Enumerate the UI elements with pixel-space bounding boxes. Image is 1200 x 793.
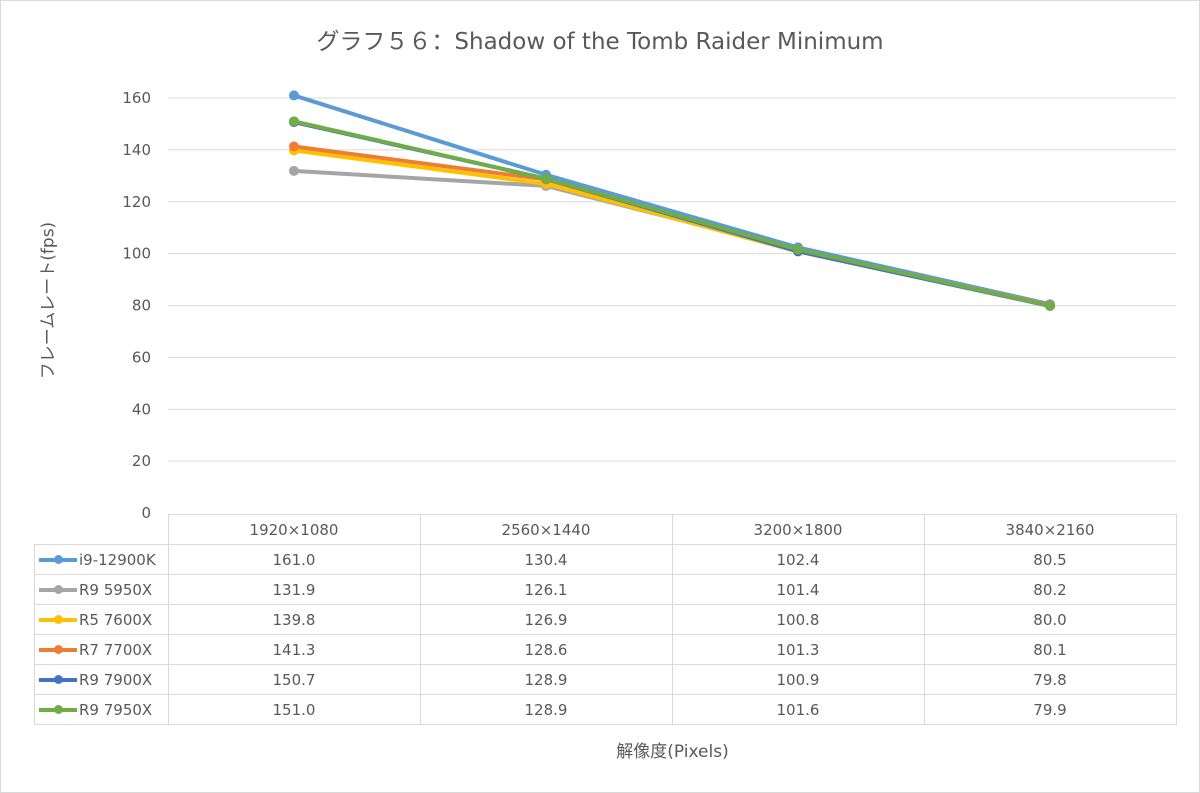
gridlines: [168, 97, 1176, 462]
category-header: 1920×1080: [167, 514, 421, 545]
y-tick-label: 20: [132, 452, 151, 470]
category-header: 3840×2160: [923, 514, 1177, 545]
table-cell: 128.9: [419, 664, 673, 695]
chart-title: グラフ５６：Shadow of the Tomb Raider Minimum: [316, 29, 884, 55]
legend-entry: R7 7700X: [34, 634, 169, 665]
series-i9-12900k: [289, 90, 1055, 310]
table-cell: 151.0: [167, 694, 421, 725]
legend-entry: R9 7900X: [34, 664, 169, 695]
data-point: [541, 173, 551, 184]
data-table-corner: [34, 514, 169, 545]
category-header: 3200×1800: [671, 514, 925, 545]
legend-label: R9 7900X: [79, 670, 153, 689]
y-tick-label: 120: [122, 193, 151, 211]
table-cell: 79.8: [923, 664, 1177, 695]
y-tick-label: 60: [132, 348, 151, 366]
legend-key: [39, 675, 77, 685]
legend-key: [39, 705, 77, 715]
y-tick-label: 100: [122, 245, 151, 263]
table-row: R9 7900X 150.7 128.9 100.9 79.8: [34, 664, 1177, 695]
y-tick-label: 0: [141, 504, 151, 522]
legend-label: R5 7600X: [79, 610, 153, 629]
table-row: R9 7950X 151.0 128.9 101.6 79.9: [34, 694, 1177, 725]
table-cell: 101.6: [671, 694, 925, 725]
series-r5-7600x: [289, 145, 1055, 311]
table-cell: 80.0: [923, 604, 1177, 635]
data-point: [289, 90, 299, 101]
data-point: [793, 244, 803, 255]
table-row: R7 7700X 141.3 128.6 101.3 80.1: [34, 634, 1177, 665]
table-cell: 128.6: [419, 634, 673, 665]
table-cell: 80.1: [923, 634, 1177, 665]
table-cell: 139.8: [167, 604, 421, 635]
series-lines: [289, 90, 1055, 312]
table-cell: 126.9: [419, 604, 673, 635]
table-cell: 100.8: [671, 604, 925, 635]
table-cell: 150.7: [167, 664, 421, 695]
legend-label: i9-12900K: [79, 550, 156, 569]
table-cell: 161.0: [167, 544, 421, 575]
legend-key: [39, 615, 77, 625]
series-line: [293, 119, 1051, 308]
table-cell: 80.5: [923, 544, 1177, 575]
table-cell: 101.3: [671, 634, 925, 665]
table-cell: 102.4: [671, 544, 925, 575]
table-cell: 141.3: [167, 634, 421, 665]
y-tick-label: 160: [122, 89, 151, 107]
legend-key: [39, 585, 77, 595]
legend-key: [39, 645, 77, 655]
legend-entry: R9 7950X: [34, 694, 169, 725]
series-line: [293, 168, 1051, 307]
table-row: R9 5950X 131.9 126.1 101.4 80.2: [34, 574, 1177, 605]
y-tick-label: 140: [122, 141, 151, 159]
table-cell: 101.4: [671, 574, 925, 605]
table-cell: 80.2: [923, 574, 1177, 605]
y-tick-labels: 0 20 40 60 80 100 120 140 160: [122, 89, 151, 522]
table-cell: 100.9: [671, 664, 925, 695]
y-tick-label: 40: [132, 400, 151, 418]
table-cell: 126.1: [419, 574, 673, 605]
legend-key: [39, 555, 77, 565]
table-cell: 131.9: [167, 574, 421, 605]
table-cell: 128.9: [419, 694, 673, 725]
series-line: [293, 93, 1051, 307]
data-table-body: i9-12900K 161.0 130.4 102.4 80.5 R9 5950X 131.…: [34, 544, 1177, 725]
table-cell: 79.9: [923, 694, 1177, 725]
legend-label: R9 7950X: [79, 700, 153, 719]
legend-entry: R5 7600X: [34, 604, 169, 635]
legend-label: R9 5950X: [79, 580, 153, 599]
data-point: [289, 116, 299, 127]
legend-label: R7 7700X: [79, 640, 153, 659]
data-point: [1045, 300, 1055, 311]
legend-entry: R9 5950X: [34, 574, 169, 605]
data-point: [289, 165, 299, 176]
category-header: 2560×1440: [419, 514, 673, 545]
data-table: 1920×1080 2560×1440 3200×1800 3840×2160 i9-…: [34, 514, 1177, 725]
y-tick-label: 80: [132, 297, 151, 315]
table-row: R5 7600X 139.8 126.9 100.8 80.0: [34, 604, 1177, 635]
data-table-header: 1920×1080 2560×1440 3200×1800 3840×2160: [34, 514, 1177, 545]
legend-entry: i9-12900K: [34, 544, 169, 575]
table-row: i9-12900K 161.0 130.4 102.4 80.5: [34, 544, 1177, 575]
series-r9-7950x: [289, 116, 1055, 311]
x-axis-label: 解像度(Pixels): [616, 742, 729, 762]
table-cell: 130.4: [419, 544, 673, 575]
data-point: [289, 141, 299, 152]
series-r9-5950x: [289, 165, 1055, 310]
